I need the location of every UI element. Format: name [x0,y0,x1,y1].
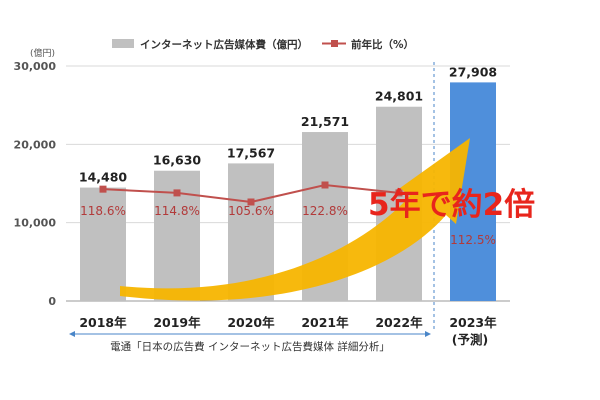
bar-value-label: 21,571 [301,114,349,129]
legend-bar-label: インターネット広告媒体費（億円） [140,38,308,51]
yoy-value-label: 114.8% [154,204,200,218]
x-axis-label: 2019年 [153,315,201,330]
y-tick-label: 20,000 [14,138,57,151]
x-axis-label: 2022年 [375,315,423,330]
yoy-marker [173,189,181,197]
bar-value-label: 16,630 [153,153,202,168]
yoy-line [99,181,403,206]
legend-line-marker [331,40,338,47]
gridlines [66,65,510,302]
x-axis-label: 2020年 [227,315,275,330]
yoy-marker [247,198,255,206]
forecast-note: (予測) [452,332,488,347]
yoy-value-label: 105.6% [228,204,274,218]
x-axis-label: 2023年 [449,315,497,330]
x-axis-label: 2018年 [79,315,127,330]
bar-value-label: 24,801 [375,89,423,104]
yoy-value-label: 122.8% [302,204,348,218]
y-axis-ticks: 0 10,000 20,000 30,000 [14,60,57,308]
y-tick-label: 0 [48,295,56,308]
yoy-marker [321,181,329,189]
x-axis-labels: 2018年 2019年 2020年 2021年 2022年 2023年 [79,315,497,330]
yoy-value-label: 118.6% [80,204,126,218]
source-note: 電通「日本の広告費 インターネット広告費媒体 詳細分析」 [110,340,390,353]
bar-value-label: 17,567 [227,145,275,160]
yoy-marker [395,189,403,197]
legend-line-label: 前年比（%） [351,38,414,51]
yoy-marker [99,185,107,193]
y-tick-label: 30,000 [14,60,57,73]
legend: インターネット広告媒体費（億円） 前年比（%） [112,38,414,51]
bar-value-label: 14,480 [79,170,128,185]
bar [80,187,126,301]
growth-callout: 5年で約2倍 [368,187,535,223]
y-unit-label: (億円) [30,47,55,59]
yoy-value-label: 112.5% [450,233,496,247]
y-tick-label: 10,000 [14,217,57,230]
x-axis-label: 2021年 [301,315,349,330]
legend-bar-swatch [112,39,134,48]
growth-arrow [120,138,470,301]
bar-value-labels: 14,480 16,630 17,567 21,571 24,801 27,908 [79,64,497,184]
bar-value-label: 27,908 [449,64,497,79]
yoy-value-labels: 118.6% 114.8% 105.6% 122.8% 112.5% [80,204,496,247]
